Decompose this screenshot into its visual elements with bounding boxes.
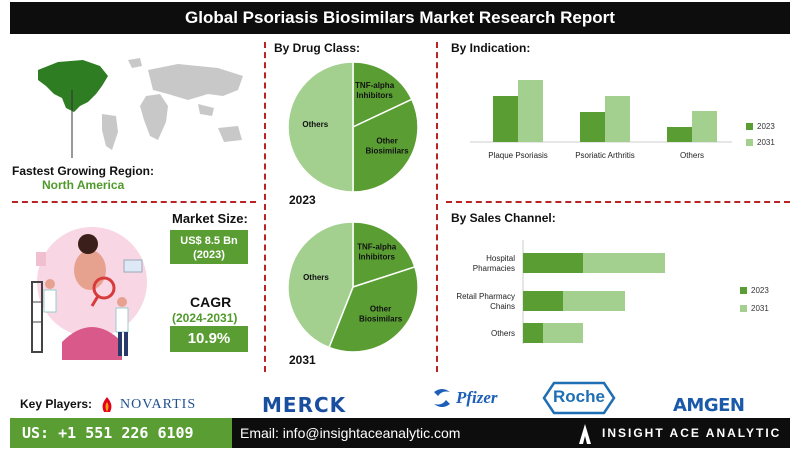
phone-number: US: +1 551 226 6109 (10, 418, 232, 448)
pie-slice-tnf-alpha-inhibitors (352, 221, 416, 289)
vertical-divider-right (436, 42, 438, 372)
fastest-growing-region-value: North America (42, 178, 125, 192)
market-size-value: US$ 8.5 Bn (180, 235, 238, 247)
bar-plaque-psoriasis-2023 (493, 96, 518, 142)
bar-retail-pharmacy-chains-2023 (523, 291, 563, 311)
novartis-flame-icon (102, 397, 112, 412)
horizontal-divider-left (12, 201, 256, 203)
map-north-america (38, 60, 108, 112)
indication-legend-2023: 2023 (746, 122, 775, 131)
insight-ace-logo-icon (579, 424, 591, 444)
key-players-label: Key Players: (20, 397, 93, 411)
bar-hospital-pharmacies-2023 (523, 253, 583, 273)
roche-logo: Roche (542, 381, 616, 420)
email-address: Email: info@insightaceanalytic.com (240, 425, 461, 441)
bar-others-2023 (523, 323, 543, 343)
tick-label-plaque-psoriasis: Plaque Psoriasis (488, 151, 548, 160)
pie-2023-year-label: 2023 (289, 193, 316, 207)
legend-swatch-2031 (740, 305, 747, 312)
roche-wordmark: Roche (553, 387, 605, 406)
pie-2031-year-label: 2031 (289, 353, 316, 367)
legend-label-2023: 2023 (751, 286, 769, 295)
indication-bar-chart: Plaque Psoriasis Psoriatic Arthritis Other… (470, 80, 732, 160)
map-other-continents (102, 58, 243, 150)
doctors-illustration (31, 227, 147, 360)
page-title: Global Psoriasis Biosimilars Market Rese… (10, 2, 790, 34)
pie-label-tnf-alpha-inhibitors: TNF-alpha Inhibitors (355, 81, 395, 100)
tick-label-others: Others (491, 329, 515, 338)
pie-label-others: Others (303, 273, 329, 282)
pie-chart-2031: TNF-alpha Inhibitors Other Biosimilars Other… (287, 221, 419, 353)
legend-label-2031: 2031 (751, 304, 769, 313)
cagr-label: CAGR (190, 294, 232, 310)
novartis-logo: NOVARTIS (100, 396, 196, 414)
pie-label-other-biosimilars: Other Biosimilars (359, 304, 403, 323)
bar-hospital-pharmacies-2031 (583, 253, 665, 273)
legend-label-2031: 2031 (757, 138, 775, 147)
tick-label-others: Others (680, 151, 704, 160)
vertical-divider-left (264, 42, 266, 372)
bar-retail-pharmacy-chains-2031 (563, 291, 625, 311)
merck-logo: MERCK (262, 393, 347, 417)
market-size-label: Market Size: (172, 211, 248, 226)
pie-slice-other-biosimilars (328, 265, 419, 353)
contact-bar: Email: info@insightaceanalytic.com INSIG… (232, 418, 790, 448)
roche-hexagon-icon (542, 381, 616, 415)
tick-label-retail-pharmacy-chains: Retail Pharmacy Chains (456, 292, 515, 311)
cagr-period: (2024-2031) (172, 311, 238, 325)
pfizer-swirl-icon (434, 389, 450, 407)
fastest-growing-region-label: Fastest Growing Region: (12, 164, 155, 178)
pie-chart-2023: TNF-alpha Inhibitors Other Biosimilars Other… (287, 61, 419, 193)
drug-class-title: By Drug Class: (274, 41, 361, 55)
horizontal-divider-right (446, 201, 790, 203)
sales-channel-title: By Sales Channel: (451, 211, 556, 225)
bar-others-2031 (692, 111, 717, 142)
legend-swatch-2031 (746, 139, 753, 146)
sales-legend-2031: 2031 (740, 304, 769, 313)
bar-psoriatic-arthritis-2031 (605, 96, 630, 142)
legend-swatch-2023 (740, 287, 747, 294)
pie-slice-others (287, 221, 354, 349)
cagr-value: 10.9% (170, 326, 248, 352)
legend-label-2023: 2023 (757, 122, 775, 131)
market-size-year: (2023) (193, 249, 225, 261)
pie-slice-others (287, 61, 354, 193)
bar-others-2031 (543, 323, 583, 343)
sales-legend-2023: 2023 (740, 286, 769, 295)
novartis-wordmark: NOVARTIS (120, 397, 197, 412)
bar-others-2023 (667, 127, 692, 142)
sales-channel-bar-chart: Hospital Pharmacies Retail Pharmacy Chains O… (456, 240, 665, 344)
bar-plaque-psoriasis-2031 (518, 80, 543, 142)
pfizer-logo: Pfizer (430, 386, 498, 410)
indication-title: By Indication: (451, 41, 531, 55)
indication-legend-2031: 2031 (746, 138, 775, 147)
pie-label-other-biosimilars: Other Biosimilars (365, 137, 409, 156)
amgen-logo: AMGEN (673, 395, 745, 416)
bar-psoriatic-arthritis-2023 (580, 112, 605, 142)
pie-slice-other-biosimilars (352, 98, 419, 193)
world-map (38, 58, 243, 158)
brand-name: INSIGHT ACE ANALYTIC (602, 426, 782, 440)
pie-label-others: Others (302, 120, 328, 129)
pie-slice-tnf-alpha-inhibitors (352, 61, 413, 129)
pfizer-wordmark: Pfizer (456, 388, 498, 407)
legend-swatch-2023 (746, 123, 753, 130)
tick-label-psoriatic-arthritis: Psoriatic Arthritis (575, 151, 635, 160)
tick-label-hospital-pharmacies: Hospital Pharmacies (473, 254, 515, 273)
pie-label-tnf-alpha-inhibitors: TNF-alpha Inhibitors (357, 242, 397, 261)
market-size-box: US$ 8.5 Bn (2023) (170, 230, 248, 264)
